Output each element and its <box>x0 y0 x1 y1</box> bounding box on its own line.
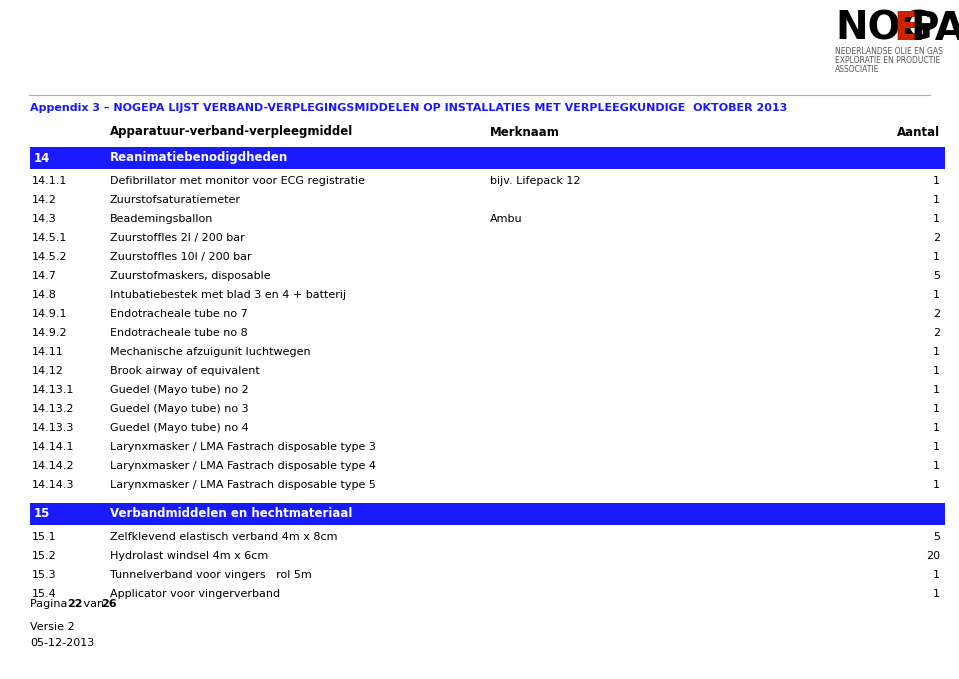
Text: 15.1: 15.1 <box>32 532 57 543</box>
Text: 15.4: 15.4 <box>32 589 57 599</box>
Text: 14.9.1: 14.9.1 <box>32 310 67 319</box>
Text: 14.2: 14.2 <box>32 196 57 205</box>
Text: 14.13.3: 14.13.3 <box>32 423 75 433</box>
Text: 1: 1 <box>933 589 940 599</box>
Text: Zelfklevend elastisch verband 4m x 8cm: Zelfklevend elastisch verband 4m x 8cm <box>110 532 338 543</box>
Text: 5: 5 <box>933 272 940 281</box>
Text: 14.1.1: 14.1.1 <box>32 177 67 186</box>
Text: Mechanische afzuigunit luchtwegen: Mechanische afzuigunit luchtwegen <box>110 348 311 357</box>
Text: 1: 1 <box>933 348 940 357</box>
Text: Endotracheale tube no 8: Endotracheale tube no 8 <box>110 329 247 338</box>
Text: Beademingsballon: Beademingsballon <box>110 215 213 224</box>
Text: 1: 1 <box>933 196 940 205</box>
Text: Zuurstofsaturatiemeter: Zuurstofsaturatiemeter <box>110 196 241 205</box>
Text: 14.3: 14.3 <box>32 215 57 224</box>
Text: NEDERLANDSE OLIE EN GAS: NEDERLANDSE OLIE EN GAS <box>835 47 943 56</box>
Text: Verbandmiddelen en hechtmateriaal: Verbandmiddelen en hechtmateriaal <box>110 507 352 520</box>
Text: 14.5.2: 14.5.2 <box>32 253 67 262</box>
Text: Zuurstoffles 2l / 200 bar: Zuurstoffles 2l / 200 bar <box>110 234 245 243</box>
Text: 05-12-2013: 05-12-2013 <box>30 638 94 648</box>
Text: 1: 1 <box>933 442 940 452</box>
Bar <box>30 503 945 525</box>
Text: 14: 14 <box>34 151 51 164</box>
Text: 14.7: 14.7 <box>32 272 57 281</box>
Text: Zuurstofmaskers, disposable: Zuurstofmaskers, disposable <box>110 272 270 281</box>
Text: 1: 1 <box>933 480 940 490</box>
Text: Tunnelverband voor vingers   rol 5m: Tunnelverband voor vingers rol 5m <box>110 570 312 580</box>
Text: Hydrolast windsel 4m x 6cm: Hydrolast windsel 4m x 6cm <box>110 551 269 562</box>
Text: 22: 22 <box>67 599 82 609</box>
Text: Larynxmasker / LMA Fastrach disposable type 4: Larynxmasker / LMA Fastrach disposable t… <box>110 461 376 471</box>
Text: Ambu: Ambu <box>490 215 523 224</box>
Text: Merknaam: Merknaam <box>490 126 560 139</box>
Text: ASSOCIATIE: ASSOCIATIE <box>835 65 879 74</box>
Text: 20: 20 <box>925 551 940 562</box>
Text: 14.12: 14.12 <box>32 367 64 376</box>
Text: 14.5.1: 14.5.1 <box>32 234 67 243</box>
Text: 1: 1 <box>933 423 940 433</box>
Text: Versie 2: Versie 2 <box>30 622 75 632</box>
Text: Guedel (Mayo tube) no 3: Guedel (Mayo tube) no 3 <box>110 405 248 414</box>
Text: EXPLORATIE EN PRODUCTIE: EXPLORATIE EN PRODUCTIE <box>835 56 940 65</box>
Text: E: E <box>893 10 920 48</box>
Text: Aantal: Aantal <box>897 126 940 139</box>
Text: 15.2: 15.2 <box>32 551 57 562</box>
Text: 1: 1 <box>933 461 940 471</box>
Text: bijv. Lifepack 12: bijv. Lifepack 12 <box>490 177 580 186</box>
Text: 1: 1 <box>933 386 940 395</box>
Bar <box>30 147 945 169</box>
Text: Zuurstoffles 10l / 200 bar: Zuurstoffles 10l / 200 bar <box>110 253 251 262</box>
Text: Larynxmasker / LMA Fastrach disposable type 5: Larynxmasker / LMA Fastrach disposable t… <box>110 480 376 490</box>
Text: Intubatiebestek met blad 3 en 4 + batterij: Intubatiebestek met blad 3 en 4 + batter… <box>110 291 346 300</box>
Text: 15.3: 15.3 <box>32 570 57 580</box>
Text: Brook airway of equivalent: Brook airway of equivalent <box>110 367 260 376</box>
Text: 1: 1 <box>933 570 940 580</box>
Text: 2: 2 <box>933 310 940 319</box>
Text: 14.13.2: 14.13.2 <box>32 405 75 414</box>
Text: 1: 1 <box>933 253 940 262</box>
Text: 15: 15 <box>34 507 51 520</box>
Text: Applicator voor vingerverband: Applicator voor vingerverband <box>110 589 280 599</box>
Text: 1: 1 <box>933 177 940 186</box>
Text: 14.8: 14.8 <box>32 291 57 300</box>
Text: PA: PA <box>910 10 959 48</box>
Text: van: van <box>80 599 107 609</box>
Text: Larynxmasker / LMA Fastrach disposable type 3: Larynxmasker / LMA Fastrach disposable t… <box>110 442 376 452</box>
Text: Guedel (Mayo tube) no 4: Guedel (Mayo tube) no 4 <box>110 423 248 433</box>
Text: 2: 2 <box>933 329 940 338</box>
Text: Apparatuur-verband-verpleegmiddel: Apparatuur-verband-verpleegmiddel <box>110 126 353 139</box>
Text: 26: 26 <box>101 599 117 609</box>
Text: Appendix 3 – NOGEPA LIJST VERBAND-VERPLEGINGSMIDDELEN OP INSTALLATIES MET VERPLE: Appendix 3 – NOGEPA LIJST VERBAND-VERPLE… <box>30 103 787 113</box>
Text: 1: 1 <box>933 291 940 300</box>
Text: 14.14.2: 14.14.2 <box>32 461 75 471</box>
Text: Reanimatiebenodigdheden: Reanimatiebenodigdheden <box>110 151 289 164</box>
Text: 14.9.2: 14.9.2 <box>32 329 68 338</box>
Text: 1: 1 <box>933 367 940 376</box>
Text: Endotracheale tube no 7: Endotracheale tube no 7 <box>110 310 247 319</box>
Text: Defibrillator met monitor voor ECG registratie: Defibrillator met monitor voor ECG regis… <box>110 177 365 186</box>
Text: 14.13.1: 14.13.1 <box>32 386 75 395</box>
Text: 14.11: 14.11 <box>32 348 63 357</box>
Text: 14.14.3: 14.14.3 <box>32 480 75 490</box>
Text: Pagina: Pagina <box>30 599 71 609</box>
Text: Guedel (Mayo tube) no 2: Guedel (Mayo tube) no 2 <box>110 386 248 395</box>
Text: 14.14.1: 14.14.1 <box>32 442 75 452</box>
Text: 5: 5 <box>933 532 940 543</box>
Text: NOG: NOG <box>835 10 932 48</box>
Text: 2: 2 <box>933 234 940 243</box>
Text: 1: 1 <box>933 215 940 224</box>
Text: 1: 1 <box>933 405 940 414</box>
